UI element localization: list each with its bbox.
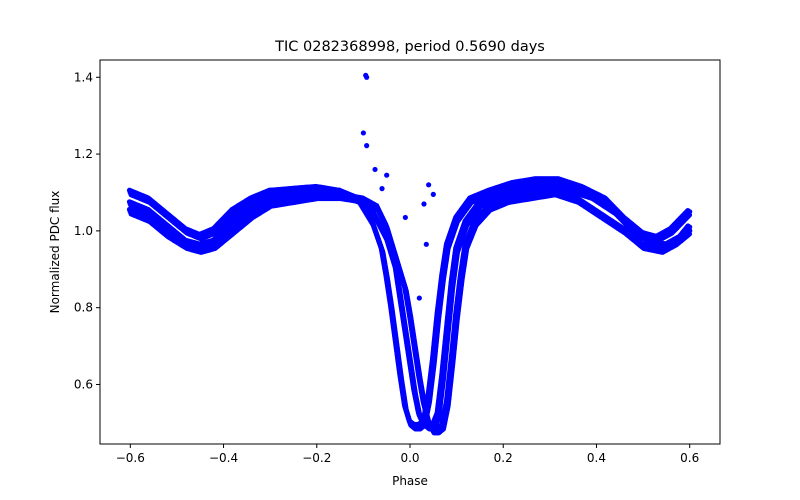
outlier-point — [421, 201, 427, 207]
outlier-points — [360, 72, 436, 301]
outlier-point — [364, 74, 370, 80]
outlier-point — [372, 166, 378, 173]
outlier-point — [384, 172, 390, 178]
data-points — [126, 72, 693, 436]
outlier-point — [430, 191, 436, 197]
outlier-point — [360, 130, 366, 136]
dense-point-band — [126, 176, 693, 436]
chart-title: TIC 0282368998, period 0.5690 days — [274, 39, 545, 55]
outlier-point — [379, 186, 385, 192]
outlier-point — [426, 182, 432, 188]
data-point — [686, 212, 693, 218]
outlier-point — [402, 214, 408, 221]
outlier-point — [416, 295, 422, 301]
outlier-point — [423, 241, 429, 247]
outlier-point — [364, 143, 370, 149]
